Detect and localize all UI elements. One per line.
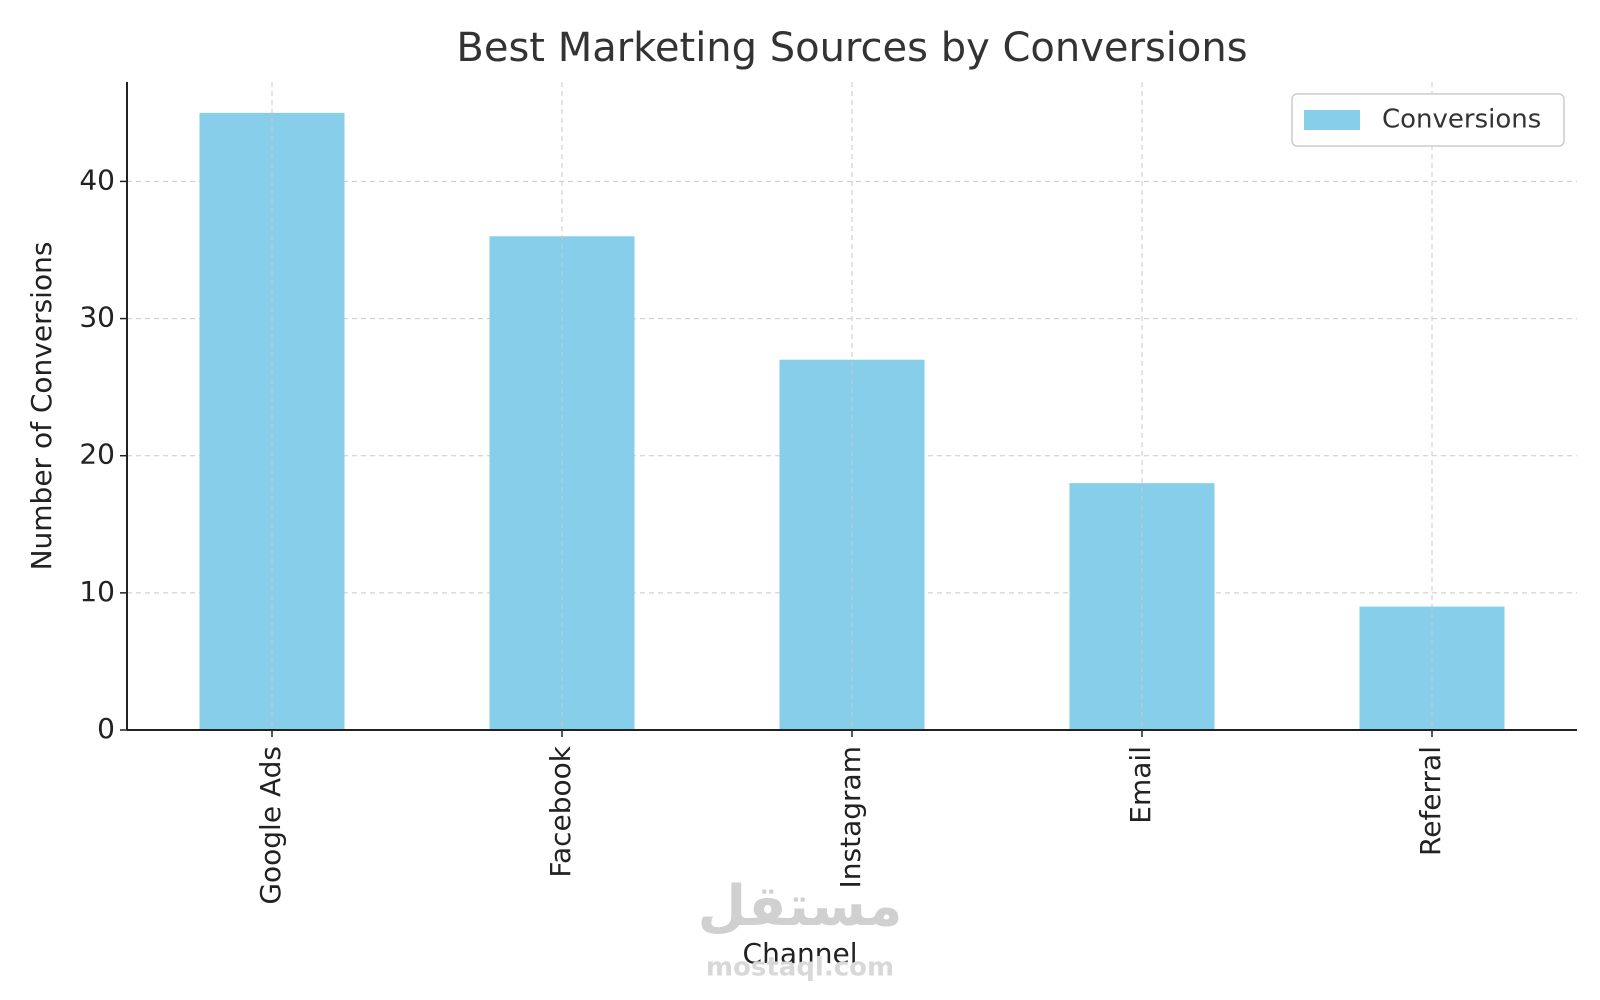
bar <box>199 112 345 731</box>
legend-label: Conversions <box>1382 105 1541 135</box>
x-tick-label: Email <box>1124 746 1157 824</box>
chart-title: Best Marketing Sources by Conversions <box>456 25 1247 71</box>
y-tick-label: 20 <box>79 438 115 471</box>
y-tick-label: 10 <box>79 575 115 608</box>
x-tick-label: Instagram <box>834 746 867 888</box>
y-tick-label: 0 <box>97 712 115 745</box>
x-tick-label: Referral <box>1414 746 1447 856</box>
y-tick-label: 30 <box>79 301 115 334</box>
y-tick-label: 40 <box>79 163 115 196</box>
x-tick-label: Google Ads <box>254 746 287 905</box>
legend-swatch <box>1304 110 1360 130</box>
y-axis-label: Number of Conversions <box>25 242 58 571</box>
watermark: mostaql.com <box>706 953 894 983</box>
x-axis-label: Channel <box>743 937 858 970</box>
watermark: مستقل <box>698 874 903 939</box>
legend-box <box>1291 93 1565 147</box>
x-tick-label: Facebook <box>544 745 577 877</box>
